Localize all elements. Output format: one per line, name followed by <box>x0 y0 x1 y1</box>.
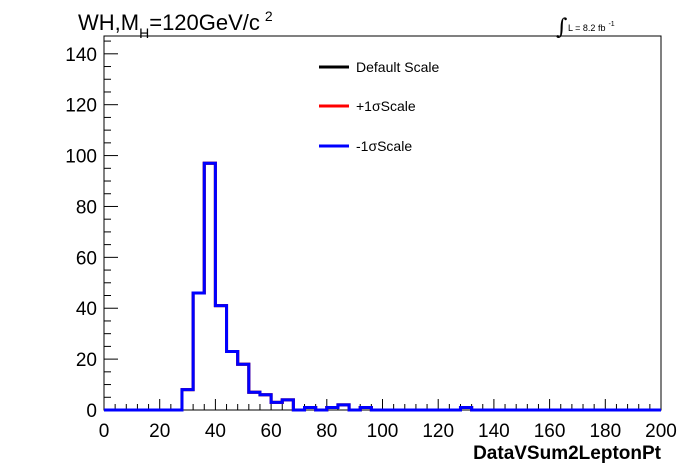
legend-label-0: Default Scale <box>356 59 439 75</box>
series-line-2 <box>104 161 661 412</box>
lumi-superscript: -1 <box>608 21 614 28</box>
title-subscript: H <box>139 25 149 41</box>
lumi-integral-symbol: ∫ <box>556 15 568 40</box>
x-tick-label: 60 <box>261 421 282 442</box>
x-axis: 0 20 40 60 80 100 120 140 160 180 200 <box>99 399 677 442</box>
lumi-label: L = 8.2 fb -1 <box>568 21 615 33</box>
x-tick-label: 80 <box>316 421 337 442</box>
x-tick-label: 100 <box>367 421 399 442</box>
legend-label-1: +1σScale <box>356 98 416 114</box>
series-line-1 <box>104 161 661 412</box>
series-group <box>104 161 661 412</box>
x-tick-label: 20 <box>149 421 170 442</box>
y-tick-label: 120 <box>65 96 97 117</box>
title-superscript: 2 <box>265 8 273 24</box>
x-tick-label: 120 <box>422 421 454 442</box>
y-tick-label: 0 <box>86 401 97 422</box>
plot-frame <box>103 35 662 411</box>
legend-label-2: -1σScale <box>356 138 412 154</box>
y-tick-label: 80 <box>76 197 97 218</box>
x-axis-title: DataVSum2LeptonPt <box>473 443 662 464</box>
y-tick-label: 100 <box>65 147 97 168</box>
y-tick-label: 20 <box>76 350 97 371</box>
x-tick-label: 180 <box>589 421 621 442</box>
y-tick-label: 140 <box>65 45 97 66</box>
x-tick-label: 140 <box>478 421 510 442</box>
x-tick-label: 200 <box>645 421 677 442</box>
series-line-0 <box>104 161 661 412</box>
legend: Default Scale +1σScale -1σScale <box>319 59 439 154</box>
y-tick-label: 60 <box>76 248 97 269</box>
title-rest: =120GeV/c <box>149 10 260 35</box>
title-main: WH,M <box>78 10 139 35</box>
y-tick-label: 40 <box>76 299 97 320</box>
chart-title: WH,MH=120GeV/c 2 <box>78 8 273 41</box>
x-tick-label: 160 <box>534 421 566 442</box>
lumi-text: L = 8.2 fb <box>568 23 605 33</box>
x-tick-label: 0 <box>99 421 110 442</box>
x-tick-label: 40 <box>205 421 226 442</box>
y-axis: 0 20 40 60 80 100 120 140 <box>65 40 118 422</box>
